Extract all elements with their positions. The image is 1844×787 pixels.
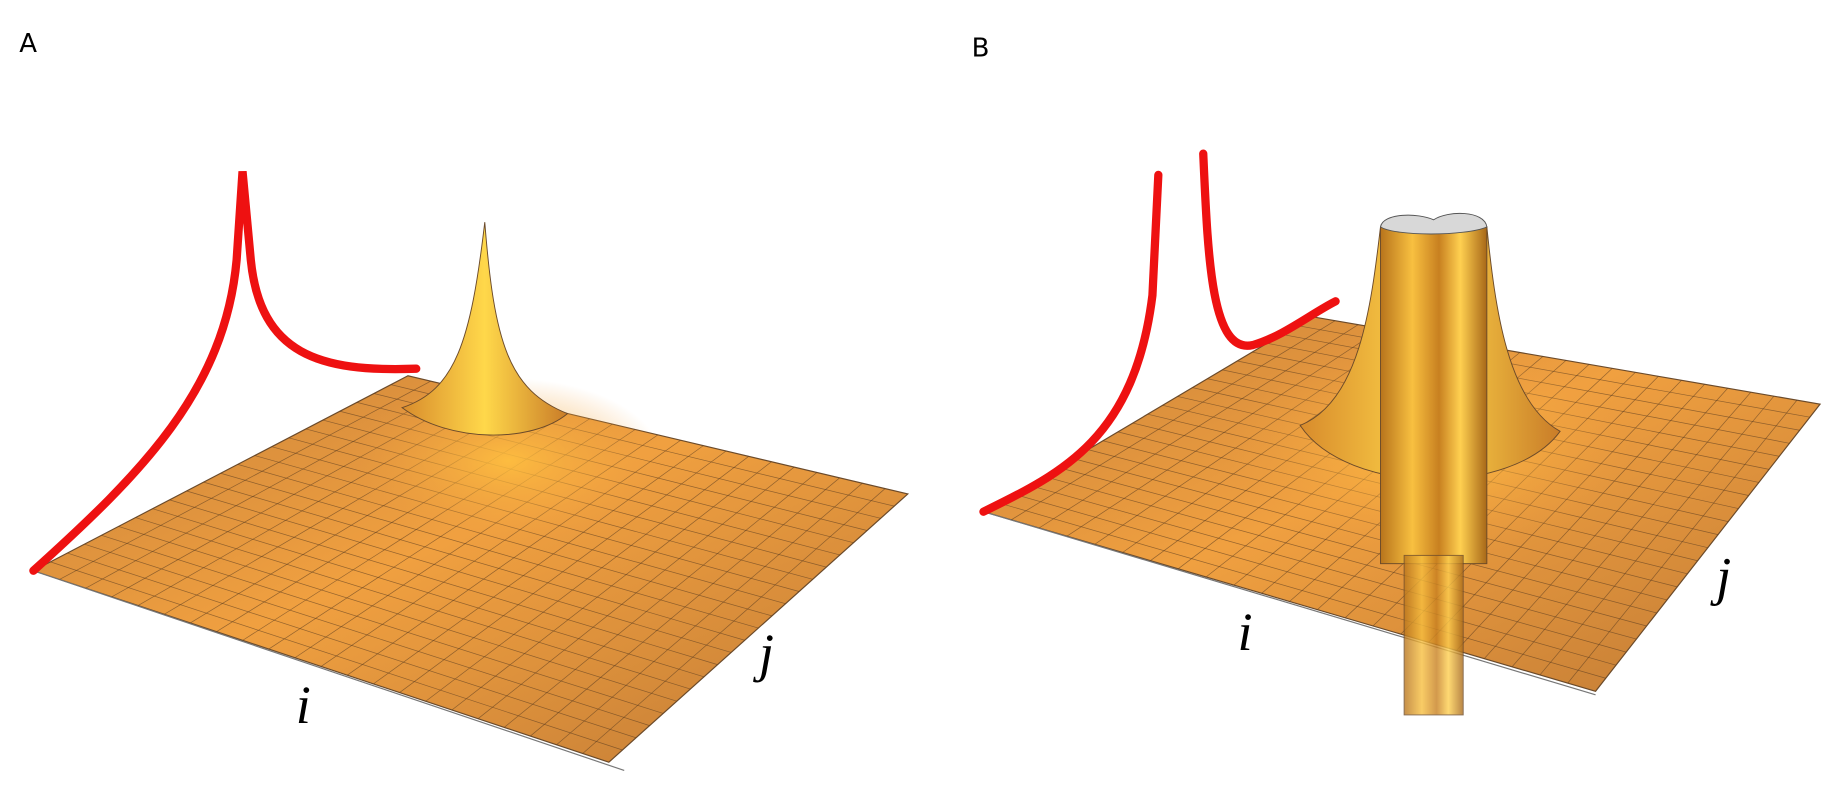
tube-cap	[1379, 212, 1488, 235]
panel-a: A i j	[19, 29, 910, 772]
surface-plane	[31, 375, 910, 763]
surface-peak	[401, 222, 569, 436]
grid-line	[399, 450, 727, 693]
grid-line	[451, 461, 772, 711]
axis-label-i: i	[1238, 602, 1253, 662]
grid-line	[1484, 387, 1728, 659]
grid-line	[477, 466, 795, 719]
panel-label: A	[19, 29, 37, 59]
grid-line	[582, 488, 886, 754]
grid-line	[1539, 395, 1775, 676]
red-curve	[29, 170, 421, 575]
axis-line	[983, 511, 1596, 696]
axis-label-i: i	[296, 675, 311, 735]
grid-line	[556, 482, 863, 746]
grid-line	[530, 477, 840, 737]
axis-line	[33, 570, 625, 772]
grid-line	[1511, 391, 1752, 668]
grid-line	[1567, 399, 1798, 684]
grid-line	[425, 456, 749, 702]
singular-tube	[1380, 226, 1488, 565]
grid-line	[503, 472, 818, 728]
red-curve	[1199, 149, 1340, 350]
tube-below	[1403, 554, 1464, 716]
red-curve	[979, 170, 1163, 516]
axis-label-j: j	[753, 623, 774, 683]
axis-label-j: j	[1710, 546, 1731, 606]
panel-label: B	[972, 34, 990, 64]
panel-b: B i j	[972, 34, 1822, 716]
